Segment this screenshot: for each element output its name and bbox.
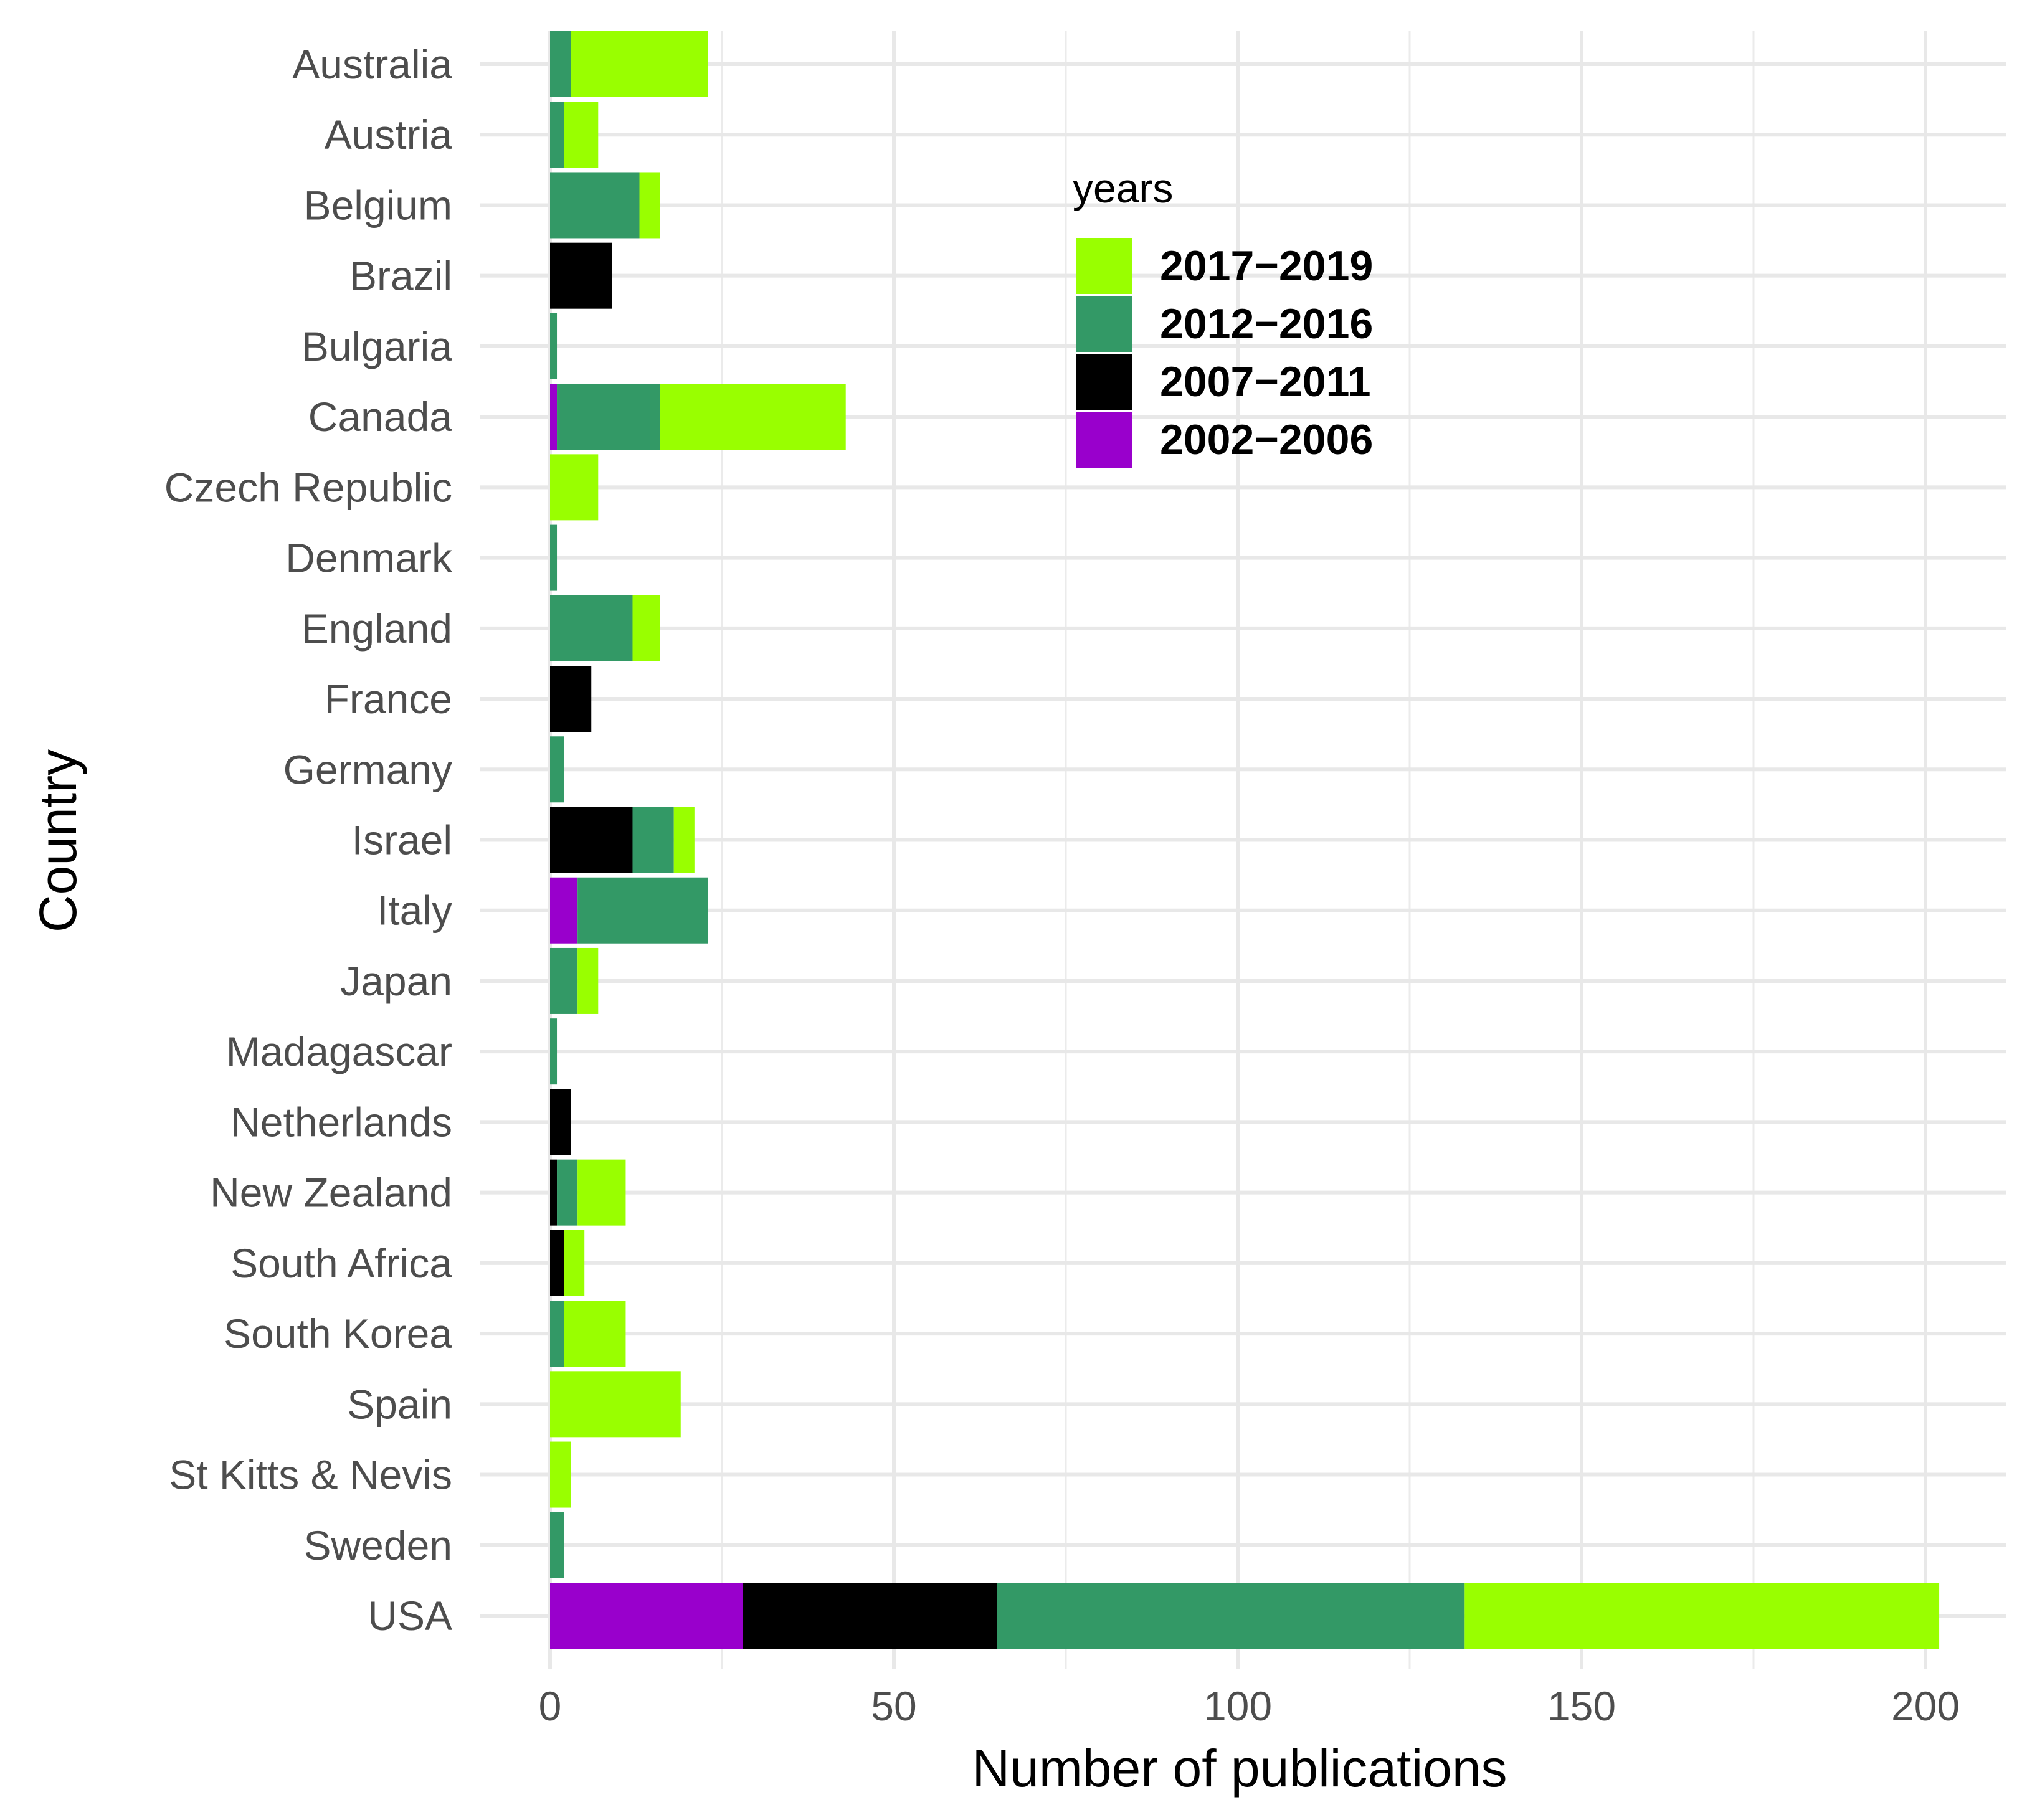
bar-segment (550, 524, 558, 591)
y-tick-label: England (301, 605, 452, 652)
legend-title: years (1073, 165, 1173, 211)
y-tick-label: Canada (308, 394, 452, 440)
bar-segment (550, 666, 592, 732)
y-tick-label: Netherlands (230, 1099, 452, 1145)
bar-segment (639, 172, 660, 239)
bar-segment (564, 102, 599, 168)
legend-label: 2012−2016 (1160, 300, 1373, 348)
y-tick-label: USA (368, 1593, 452, 1639)
bar-segment (550, 877, 578, 944)
bar-segment (550, 172, 640, 239)
y-tick-label: New Zealand (210, 1170, 452, 1216)
x-tick-label: 150 (1547, 1683, 1616, 1729)
bar-segment (550, 1089, 571, 1155)
y-axis-title: Country (29, 749, 87, 932)
bar-segment (550, 454, 599, 521)
bar-segment (997, 1583, 1465, 1649)
bar-segment (557, 1159, 578, 1226)
bar-segment (577, 947, 599, 1014)
x-tick-label: 50 (871, 1683, 916, 1729)
legend-items: 2017−2019 2012−2016 2007−2011 2002−2006 (1076, 238, 1373, 468)
y-tick-label: Spain (347, 1381, 452, 1427)
y-tick-label: South Africa (230, 1240, 452, 1286)
bar-segment (1464, 1583, 1940, 1649)
bar-segment (550, 102, 564, 168)
y-tick-label: Sweden (303, 1522, 452, 1568)
y-tick-label: Italy (377, 888, 452, 934)
bar-segment (550, 1512, 564, 1578)
y-tick-label: Israel (352, 817, 452, 863)
bar-segment (557, 384, 660, 450)
bar-segment (660, 384, 846, 450)
bar-segment (564, 1301, 626, 1367)
legend-swatch (1076, 296, 1132, 352)
y-tick-label: Japan (340, 958, 452, 1004)
bar-segment (550, 595, 633, 661)
bar-segment (571, 31, 708, 97)
y-tick-label: Brazil (349, 253, 452, 299)
bar-segment (550, 384, 558, 450)
bar-segment (550, 1230, 564, 1296)
y-tick-labels: Australia Austria Belgium Brazil Bulgaria Can… (164, 41, 453, 1639)
bar-segment (550, 807, 633, 873)
y-tick-label: Bulgaria (301, 323, 452, 369)
x-tick-label: 100 (1203, 1683, 1272, 1729)
bar-segment (550, 736, 564, 803)
y-tick-label: St Kitts & Nevis (169, 1452, 452, 1498)
bar-segment (743, 1583, 997, 1649)
bar-segment (632, 595, 660, 661)
x-axis-title: Number of publications (972, 1739, 1507, 1798)
bar-segment (673, 807, 695, 873)
y-tick-label: Czech Republic (164, 464, 452, 510)
legend-label: 2007−2011 (1160, 358, 1371, 405)
y-tick-label: Denmark (285, 535, 453, 581)
x-tick-label: 200 (1891, 1683, 1960, 1729)
y-tick-label: Austria (325, 111, 453, 158)
legend-label: 2017−2019 (1160, 242, 1373, 290)
y-tick-label: Germany (283, 746, 452, 792)
bar-segment (550, 947, 578, 1014)
bar-segment (577, 1159, 626, 1226)
bar-segment (550, 242, 612, 309)
legend-swatch (1076, 354, 1132, 410)
legend-label: 2002−2006 (1160, 416, 1373, 463)
y-tick-label: France (325, 676, 452, 722)
bar-segment (550, 1301, 564, 1367)
legend-swatch (1076, 238, 1132, 294)
legend-swatch (1076, 412, 1132, 468)
bar-segment (550, 1441, 571, 1508)
y-tick-label: Australia (292, 41, 452, 87)
y-tick-label: Belgium (304, 182, 452, 228)
grid-layer (480, 31, 2006, 1669)
bar-segment (632, 807, 674, 873)
bar-segment (577, 877, 708, 944)
x-tick-label: 0 (539, 1683, 562, 1729)
bar-segment (564, 1230, 585, 1296)
legend: years 2017−2019 2012−2016 2007−2011 2002−20… (1073, 165, 1373, 468)
bar-layer (550, 31, 1940, 1649)
bar-segment (550, 313, 558, 379)
bar-segment (550, 1159, 558, 1226)
bar-segment (550, 1583, 743, 1649)
bar-segment (550, 1018, 558, 1085)
x-tick-labels: 0 50 100 150 200 (539, 1683, 1960, 1729)
bar-segment (550, 1371, 681, 1438)
y-tick-label: Madagascar (226, 1028, 452, 1074)
y-tick-label: South Korea (224, 1310, 452, 1357)
bar-segment (550, 31, 571, 97)
